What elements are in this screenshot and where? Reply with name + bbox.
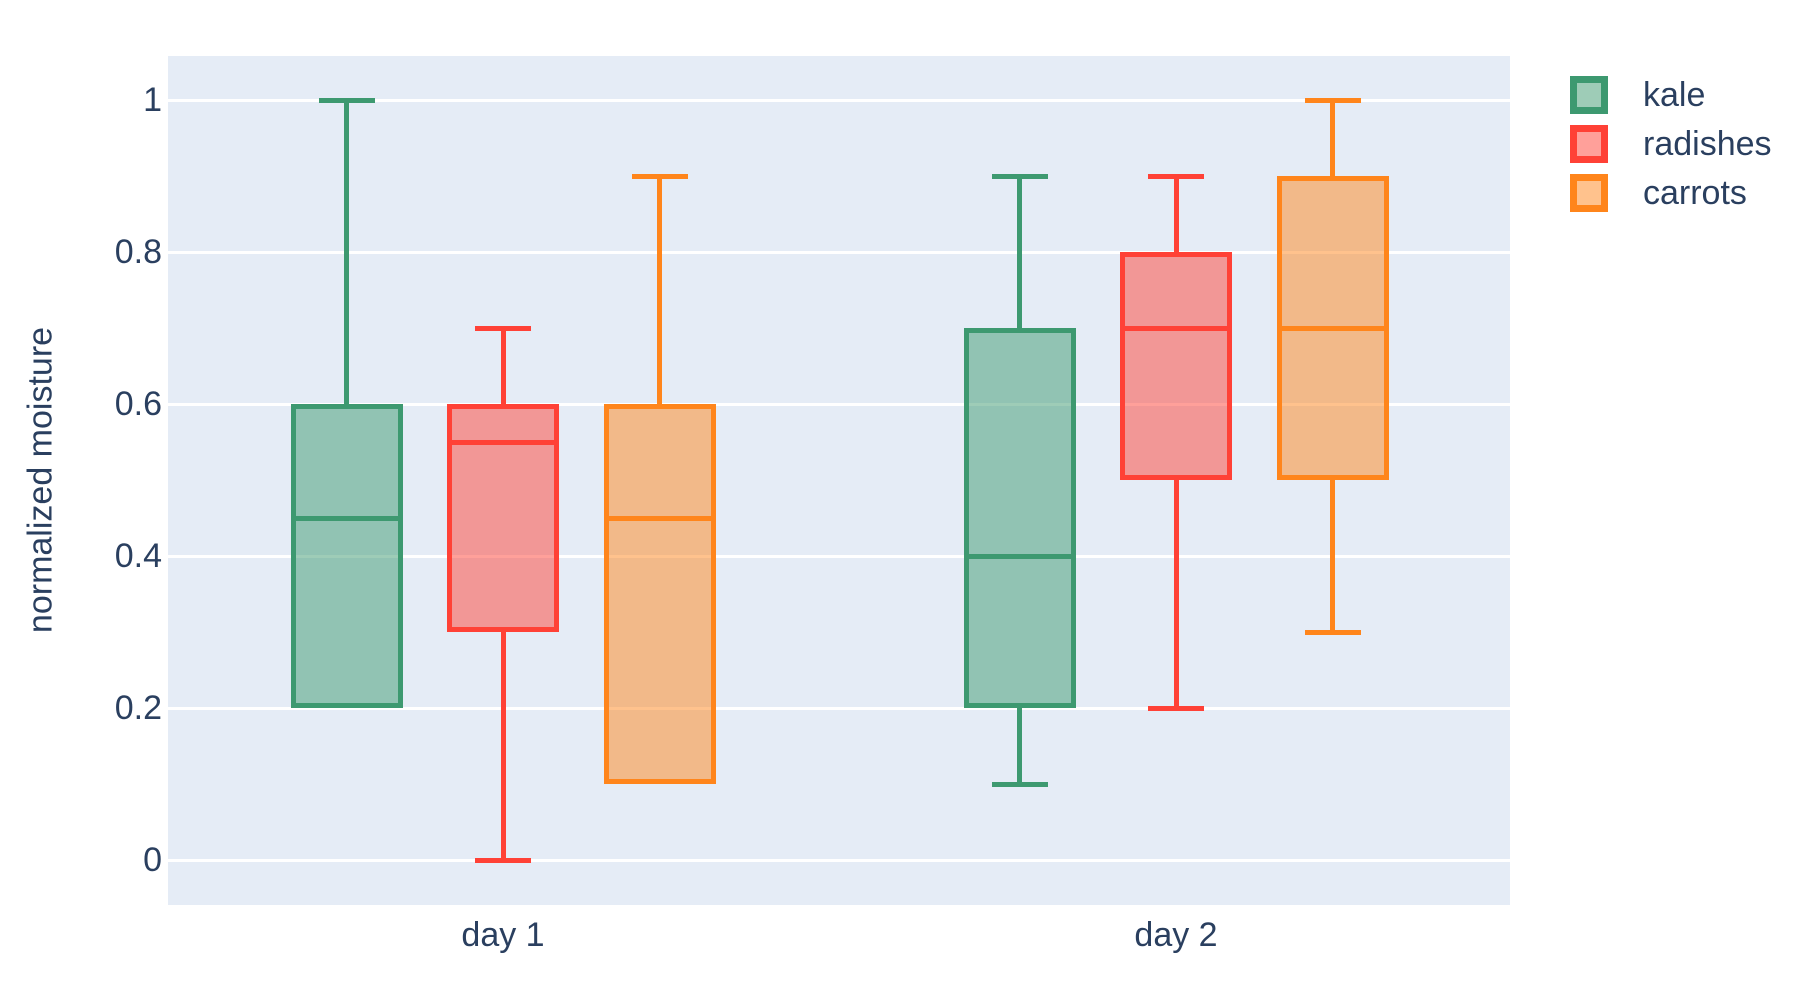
whisker-line [500,632,506,860]
median-line [452,439,554,445]
whisker-line [1173,480,1179,708]
median-line [1125,325,1227,331]
whisker-line [344,100,349,404]
box-body [447,404,559,632]
x-tick-label: day 1 [461,916,545,954]
box-body [603,404,716,784]
whisker-line [1173,176,1179,252]
y-tick-label: 0.4 [114,537,162,575]
whisker-cap [475,857,531,863]
legend-swatch [1570,125,1608,163]
median-line [1281,325,1384,331]
whisker-line [1017,176,1022,328]
y-tick-label: 0 [143,841,162,879]
median-line [295,515,398,521]
whisker-cap [991,173,1048,179]
y-tick-label: 0.6 [114,385,162,423]
legend-label: carrots [1643,174,1747,212]
legend: kale radishes carrots [1570,76,1772,223]
gridline [168,706,1510,710]
whisker-cap [1304,97,1361,103]
whisker-line [500,328,506,404]
whisker-line [1330,100,1335,176]
whisker-line [657,176,662,404]
whisker-cap [1304,629,1361,635]
box-body [290,404,403,708]
legend-item-radishes[interactable]: radishes [1570,125,1772,163]
whisker-cap [1148,173,1204,179]
median-line [608,515,711,521]
whisker-cap [475,325,531,331]
legend-swatch [1570,174,1608,212]
legend-label: radishes [1643,125,1772,163]
whisker-cap [631,173,688,179]
y-tick-label: 0.8 [114,233,162,271]
box-body [1120,252,1232,480]
gridline [168,858,1510,862]
legend-swatch [1570,76,1608,114]
whisker-cap [1148,705,1204,711]
box-body [963,328,1076,708]
legend-label: kale [1643,76,1706,114]
whisker-line [1330,480,1335,632]
y-axis-title: normalized moisture [21,326,60,634]
gridline [168,98,1510,102]
gridline [168,402,1510,406]
plot-area [168,56,1510,905]
gridline [168,554,1510,558]
x-tick-label: day 2 [1134,916,1218,954]
whisker-line [1017,708,1022,784]
median-line [968,553,1071,559]
y-tick-label: 1 [143,81,162,119]
gridline [168,250,1510,254]
y-tick-label: 0.2 [114,689,162,727]
whisker-cap [318,97,375,103]
legend-item-kale[interactable]: kale [1570,76,1772,114]
whisker-cap [991,781,1048,787]
legend-item-carrots[interactable]: carrots [1570,174,1772,212]
